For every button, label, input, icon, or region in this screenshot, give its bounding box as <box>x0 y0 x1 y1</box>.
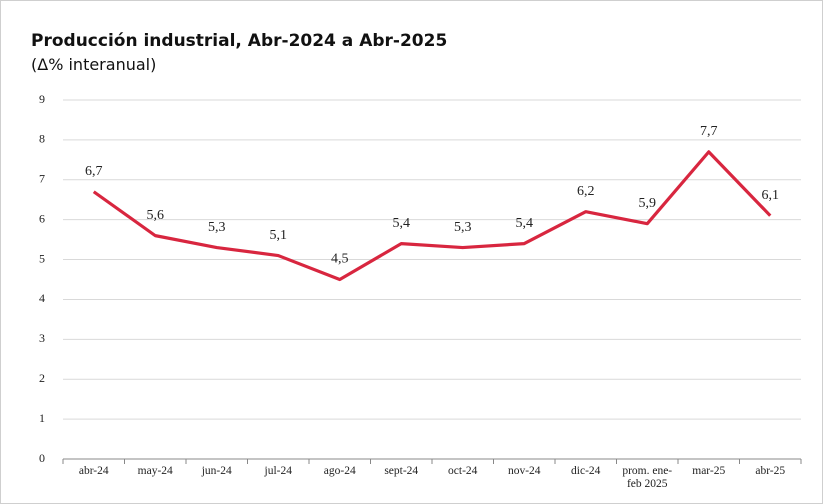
x-tick-label: abr-24 <box>78 465 109 477</box>
x-tick-label: sept-24 <box>384 465 419 477</box>
y-tick-label: 0 <box>39 451 45 465</box>
data-label: 6,1 <box>762 188 780 203</box>
y-tick-label: 3 <box>39 331 45 345</box>
data-label: 4,5 <box>331 252 349 267</box>
data-label: 5,3 <box>208 220 226 235</box>
y-tick-label: 2 <box>39 371 45 385</box>
data-label: 6,2 <box>577 184 595 199</box>
data-label: 7,7 <box>700 124 718 139</box>
x-tick-label: mar-25 <box>692 465 726 477</box>
chart-title: Producción industrial, Abr-2024 a Abr-20… <box>31 31 448 51</box>
y-tick-label: 8 <box>39 132 45 146</box>
x-tick-label: jul-24 <box>264 465 292 477</box>
data-label: 6,7 <box>85 164 103 179</box>
data-label: 5,6 <box>147 208 165 223</box>
y-tick-label: 7 <box>39 172 45 186</box>
y-tick-label: 6 <box>39 211 45 225</box>
x-tick-label: oct-24 <box>448 465 478 477</box>
x-tick-label: may-24 <box>137 465 173 477</box>
x-tick-label: abr-25 <box>755 465 786 477</box>
x-tick-label: dic-24 <box>571 465 601 477</box>
y-tick-label: 1 <box>39 411 45 425</box>
x-tick-label: prom. ene-feb 2025 <box>622 465 673 490</box>
data-label: 5,4 <box>516 216 534 231</box>
data-label: 5,1 <box>270 228 288 243</box>
line-series <box>92 150 772 282</box>
data-label: 5,9 <box>639 196 657 211</box>
y-tick-label: 5 <box>39 251 45 265</box>
y-tick-label: 9 <box>39 92 45 106</box>
x-tick-label: nov-24 <box>507 465 541 477</box>
x-tick-label: ago-24 <box>323 465 356 477</box>
x-tick-label: jun-24 <box>201 465 232 477</box>
chart-subtitle: (Δ% interanual) <box>31 55 157 74</box>
data-label: 5,4 <box>393 216 411 231</box>
y-tick-label: 4 <box>39 291 45 305</box>
data-label: 5,3 <box>454 220 472 235</box>
